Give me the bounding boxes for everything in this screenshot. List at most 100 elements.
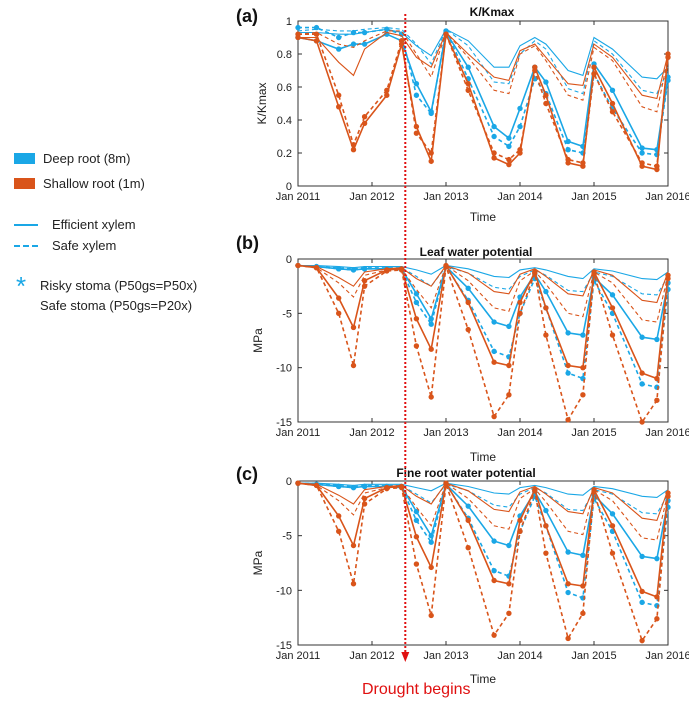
panel-3: Jan 2011 Jan 2012 Jan 2013 Jan 2014 Jan 2015… — [236, 464, 689, 686]
data-point-shallow — [580, 364, 586, 371]
plot-frame — [297, 20, 669, 187]
data-point-shallow — [491, 413, 497, 420]
y-axis-label: MPa — [251, 550, 265, 575]
data-point-shallow — [361, 278, 368, 284]
data-point-shallow — [665, 275, 671, 282]
data-point-shallow — [543, 92, 549, 98]
x-tick-label: Jan 2016 — [645, 650, 689, 662]
data-point-shallow — [336, 528, 342, 534]
data-point-shallow — [639, 588, 645, 595]
y-tick-label: 0 — [286, 254, 292, 266]
data-point-shallow — [506, 392, 512, 398]
data-point-shallow — [361, 114, 368, 120]
x-tick-label: Jan 2012 — [349, 650, 394, 662]
series-line-deep-safe-risky — [297, 27, 669, 95]
data-point-deep — [517, 105, 523, 112]
data-point-shallow — [350, 142, 357, 148]
data-point-deep — [413, 291, 420, 297]
data-point-deep — [609, 292, 616, 298]
data-point-shallow — [384, 268, 390, 274]
data-point-shallow — [428, 564, 434, 571]
x-tick-label: Jan 2015 — [571, 191, 616, 203]
data-point-shallow — [428, 612, 434, 619]
data-point-shallow — [398, 38, 405, 44]
y-tick-label: -5 — [282, 308, 292, 320]
data-point-deep — [654, 336, 660, 343]
shallow-root-swatch — [14, 178, 35, 189]
data-point-shallow — [336, 295, 342, 301]
data-point-deep — [361, 41, 368, 47]
panel-letter: (b) — [236, 233, 259, 253]
legend-deep-root: Deep root (8m) — [14, 151, 130, 166]
data-point-shallow — [532, 270, 538, 276]
legend-efficient-xylem-label: Efficient xylem — [52, 217, 136, 232]
data-point-shallow — [543, 523, 549, 529]
data-point-deep — [491, 538, 497, 544]
data-point-shallow — [506, 156, 512, 163]
legend-risky-stoma-label: Risky stoma (P50gs=P50x) — [40, 278, 198, 293]
data-point-shallow — [609, 523, 616, 529]
data-point-shallow — [465, 326, 471, 333]
x-axis-label: Time — [470, 450, 497, 464]
data-point-shallow — [565, 635, 571, 642]
x-tick-label: Jan 2012 — [349, 427, 394, 439]
data-point-shallow — [413, 130, 420, 136]
data-point-shallow — [591, 271, 597, 277]
data-point-deep — [639, 145, 645, 151]
data-point-shallow — [491, 155, 497, 161]
data-point-shallow — [413, 534, 420, 540]
x-tick-label: Jan 2013 — [423, 650, 468, 662]
data-point-shallow — [506, 610, 512, 616]
data-point-shallow — [384, 87, 390, 94]
data-point-shallow — [313, 482, 320, 489]
data-point-shallow — [398, 267, 405, 273]
data-point-shallow — [543, 100, 549, 107]
data-point-shallow — [517, 310, 523, 317]
legend-deep-root-label: Deep root (8m) — [43, 151, 131, 166]
panel-title: Leaf water potential — [420, 245, 533, 259]
data-point-deep — [491, 133, 497, 140]
y-tick-label: 0.4 — [277, 115, 292, 127]
star-marker-icon: * — [15, 270, 27, 301]
data-point-shallow — [465, 544, 471, 551]
data-point-deep — [506, 135, 512, 141]
data-point-shallow — [443, 263, 449, 270]
data-point-shallow — [543, 550, 549, 556]
data-point-shallow — [428, 394, 434, 400]
data-point-shallow — [313, 38, 320, 44]
data-point-shallow — [591, 71, 597, 77]
data-point-shallow — [361, 501, 368, 507]
data-point-deep — [384, 26, 390, 32]
x-tick-label: Jan 2013 — [423, 191, 468, 203]
series-line-deep-efficient-risky — [298, 264, 669, 281]
data-point-shallow — [565, 156, 571, 163]
data-point-shallow — [532, 67, 538, 74]
y-tick-label: -5 — [282, 531, 292, 543]
data-point-shallow — [413, 316, 420, 322]
y-tick-label: -15 — [276, 640, 292, 652]
series-line-shallow-efficient-risky — [297, 264, 669, 304]
solid-line-icon — [14, 223, 38, 226]
x-tick-label: Jan 2011 — [276, 427, 320, 439]
data-point-shallow — [639, 419, 645, 425]
data-point-deep — [491, 123, 497, 130]
data-point-shallow — [609, 305, 616, 311]
data-point-shallow — [654, 616, 660, 622]
data-point-shallow — [491, 577, 497, 584]
data-point-shallow — [609, 100, 616, 107]
y-axis-label: MPa — [251, 328, 265, 353]
series-line-shallow-efficient-risky — [297, 482, 669, 522]
y-tick-label: 1 — [286, 16, 292, 28]
panel-2: Jan 2011 Jan 2012 Jan 2013 Jan 2014 Jan 2015… — [236, 233, 689, 464]
data-point-shallow — [609, 332, 616, 338]
data-point-shallow — [361, 495, 368, 502]
drought-arrow-icon — [401, 652, 410, 662]
data-point-deep — [565, 147, 571, 153]
data-point-shallow — [443, 31, 449, 37]
data-point-shallow — [517, 528, 523, 534]
data-point-shallow — [336, 104, 342, 110]
data-point-shallow — [517, 517, 523, 524]
data-point-deep — [350, 29, 357, 36]
data-point-deep — [361, 29, 368, 36]
